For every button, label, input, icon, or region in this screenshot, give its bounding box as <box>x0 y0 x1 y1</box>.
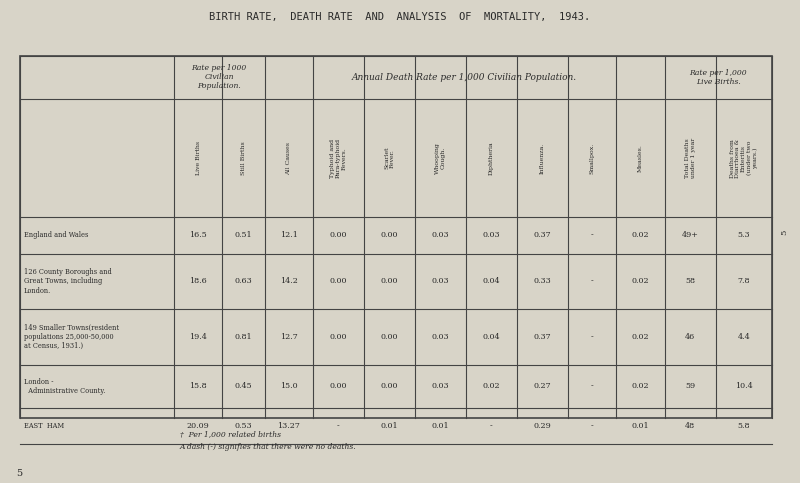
Text: 0.51: 0.51 <box>234 231 252 240</box>
Text: 0.04: 0.04 <box>482 333 500 341</box>
Text: Typhoid and
Para-typhoid
Fevers.: Typhoid and Para-typhoid Fevers. <box>330 138 346 178</box>
Text: BIRTH RATE,  DEATH RATE  AND  ANALYSIS  OF  MORTALITY,  1943.: BIRTH RATE, DEATH RATE AND ANALYSIS OF M… <box>210 12 590 22</box>
Text: -: - <box>590 333 594 341</box>
Text: Measles.: Measles. <box>638 144 643 172</box>
Text: Total Deaths
under 1 year: Total Deaths under 1 year <box>685 138 696 178</box>
Text: 49+: 49+ <box>682 231 698 240</box>
Text: 0.01: 0.01 <box>632 422 650 430</box>
Text: 0.02: 0.02 <box>632 231 650 240</box>
Text: A dash (-) signifies that there were no deaths.: A dash (-) signifies that there were no … <box>180 443 357 452</box>
Text: Diphtheria: Diphtheria <box>489 142 494 175</box>
Text: 0.63: 0.63 <box>234 277 252 285</box>
Text: -: - <box>590 422 594 430</box>
Text: 0.01: 0.01 <box>432 422 450 430</box>
Text: -: - <box>337 422 340 430</box>
Text: 16.5: 16.5 <box>190 231 207 240</box>
Text: 0.29: 0.29 <box>534 422 551 430</box>
Text: 48: 48 <box>685 422 695 430</box>
Text: Rate per 1,000
Live Births.: Rate per 1,000 Live Births. <box>690 69 747 86</box>
Bar <box>20 56 772 418</box>
Text: 0.04: 0.04 <box>482 277 500 285</box>
Text: Smallpox.: Smallpox. <box>590 142 594 174</box>
Text: 0.02: 0.02 <box>482 383 500 390</box>
Text: 15.0: 15.0 <box>280 383 298 390</box>
Text: 0.02: 0.02 <box>632 383 650 390</box>
Text: 14.2: 14.2 <box>280 277 298 285</box>
Text: Influenza.: Influenza. <box>540 142 545 174</box>
Text: 0.03: 0.03 <box>482 231 500 240</box>
Text: All Causes: All Causes <box>286 142 291 175</box>
Text: 5.8: 5.8 <box>738 422 750 430</box>
Text: 5: 5 <box>16 469 22 478</box>
Text: 20.09: 20.09 <box>186 422 210 430</box>
Text: 10.4: 10.4 <box>735 383 753 390</box>
Text: 5: 5 <box>780 229 788 235</box>
Text: 12.7: 12.7 <box>280 333 298 341</box>
Text: 0.02: 0.02 <box>632 333 650 341</box>
Text: 12.1: 12.1 <box>280 231 298 240</box>
Text: Live Births: Live Births <box>196 141 201 175</box>
Text: 0.27: 0.27 <box>534 383 551 390</box>
Text: 0.03: 0.03 <box>432 383 450 390</box>
Text: 0.00: 0.00 <box>381 333 398 341</box>
Text: Still Births: Still Births <box>241 142 246 175</box>
Text: 18.6: 18.6 <box>190 277 207 285</box>
Text: 149 Smaller Towns(resident
populations 25,000-50,000
at Census, 1931.): 149 Smaller Towns(resident populations 2… <box>24 324 119 350</box>
Text: 0.81: 0.81 <box>234 333 252 341</box>
Text: 0.00: 0.00 <box>330 277 347 285</box>
Text: Whooping
Cough.: Whooping Cough. <box>435 142 446 174</box>
Text: -: - <box>490 422 493 430</box>
Text: -: - <box>590 231 594 240</box>
Text: 0.53: 0.53 <box>234 422 252 430</box>
Text: Scarlet
Fever.: Scarlet Fever. <box>384 147 395 170</box>
Text: 19.4: 19.4 <box>189 333 207 341</box>
Text: England and Wales: England and Wales <box>24 231 88 240</box>
Text: 0.03: 0.03 <box>432 333 450 341</box>
Text: 7.8: 7.8 <box>738 277 750 285</box>
Text: EAST  HAM: EAST HAM <box>24 422 64 430</box>
Text: †  Per 1,000 related births: † Per 1,000 related births <box>180 430 281 438</box>
Text: 0.33: 0.33 <box>534 277 551 285</box>
Text: London -
  Administrative County.: London - Administrative County. <box>24 378 106 395</box>
Text: 0.00: 0.00 <box>330 383 347 390</box>
Text: 0.37: 0.37 <box>534 231 551 240</box>
Text: 5.3: 5.3 <box>738 231 750 240</box>
Text: 0.00: 0.00 <box>330 333 347 341</box>
Text: 0.02: 0.02 <box>632 277 650 285</box>
Text: 13.27: 13.27 <box>278 422 300 430</box>
Text: 15.8: 15.8 <box>190 383 207 390</box>
Text: Annual Death Rate per 1,000 Civilian Population.: Annual Death Rate per 1,000 Civilian Pop… <box>352 73 577 82</box>
Text: Deaths from
Diarrhoea &
Enteritis
(under two
years.): Deaths from Diarrhoea & Enteritis (under… <box>730 139 758 178</box>
Text: 0.00: 0.00 <box>381 231 398 240</box>
Text: 0.37: 0.37 <box>534 333 551 341</box>
Text: 58: 58 <box>686 277 695 285</box>
Text: -: - <box>590 277 594 285</box>
Text: 126 County Boroughs and
Great Towns, including
London.: 126 County Boroughs and Great Towns, inc… <box>24 268 112 295</box>
Text: -: - <box>590 383 594 390</box>
Text: 0.03: 0.03 <box>432 231 450 240</box>
Text: 0.00: 0.00 <box>381 277 398 285</box>
Text: 0.00: 0.00 <box>330 231 347 240</box>
Text: Rate per 1000
Civilian
Population.: Rate per 1000 Civilian Population. <box>191 64 247 90</box>
Text: 0.45: 0.45 <box>234 383 252 390</box>
Text: 0.03: 0.03 <box>432 277 450 285</box>
Text: 46: 46 <box>685 333 695 341</box>
Text: 59: 59 <box>685 383 695 390</box>
Text: 4.4: 4.4 <box>738 333 750 341</box>
Text: 0.01: 0.01 <box>381 422 398 430</box>
Text: 0.00: 0.00 <box>381 383 398 390</box>
